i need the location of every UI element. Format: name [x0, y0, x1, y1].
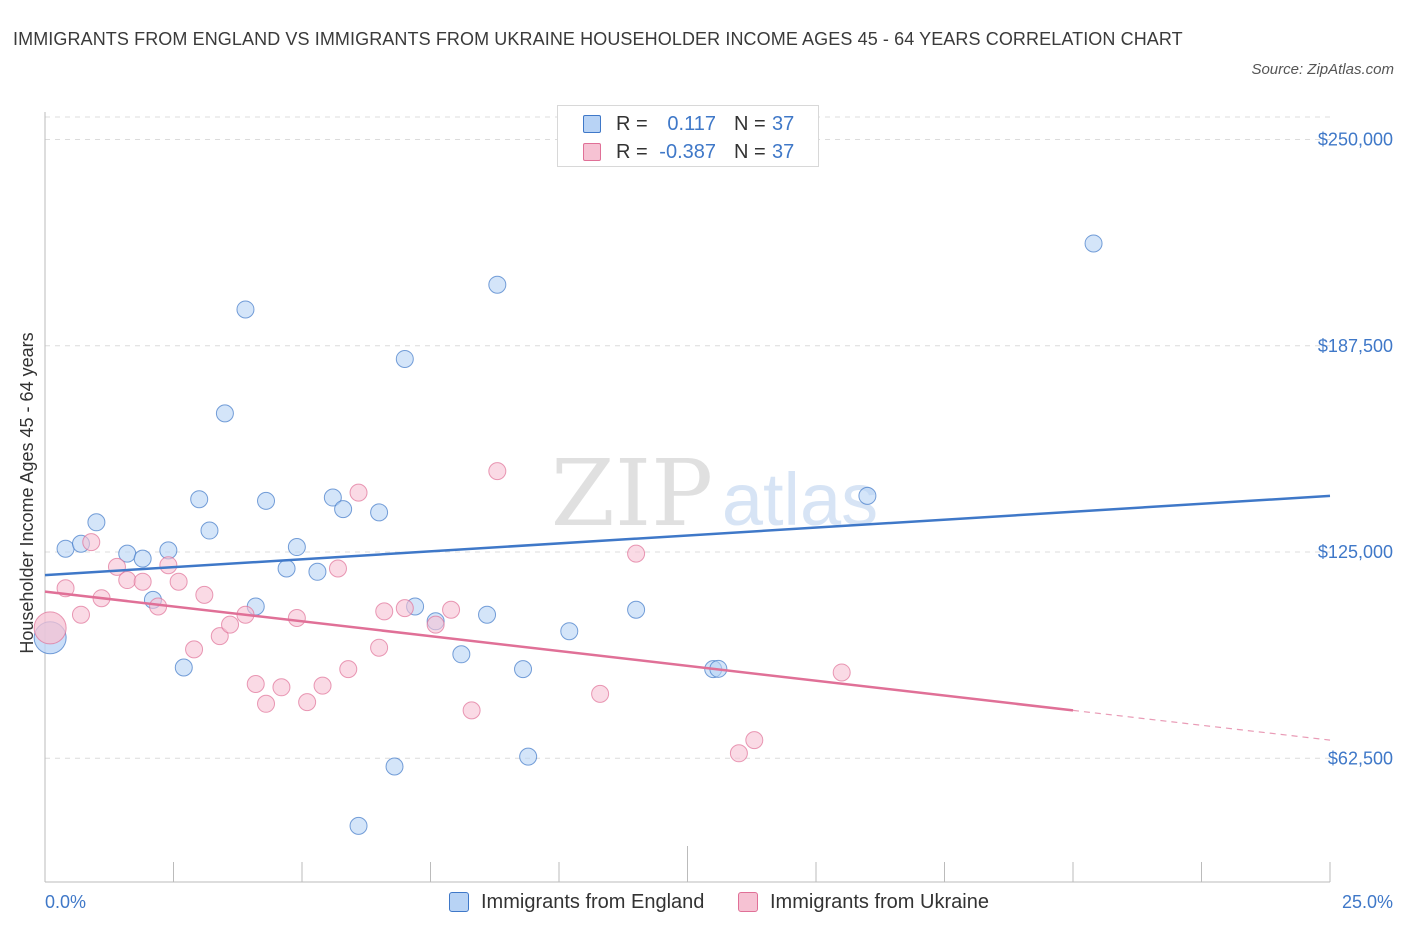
ukraine-point [287, 609, 306, 627]
ukraine-point [442, 600, 461, 619]
england-point [215, 404, 234, 423]
x-tick-labels: 0.0% 25.0% [45, 892, 1393, 912]
england-point [385, 757, 404, 776]
ukraine-point [745, 731, 764, 750]
england-point [308, 562, 327, 581]
ukraine-point [195, 585, 214, 604]
trend-lines [44, 494, 1331, 741]
england-point [257, 491, 276, 510]
x-tick-label-min: 0.0% [45, 892, 86, 912]
england-point [370, 503, 389, 522]
ukraine-point [159, 556, 178, 575]
england-point [395, 349, 414, 368]
ukraine-point [210, 627, 229, 646]
england-point [323, 488, 342, 507]
gridlines [45, 116, 1330, 759]
ukraine-point [169, 572, 188, 591]
ukraine-point [349, 483, 368, 502]
ukraine-point [462, 701, 481, 720]
ukraine-point [426, 615, 445, 634]
chart-title: IMMIGRANTS FROM ENGLAND VS IMMIGRANTS FR… [13, 29, 1183, 49]
r-label: R = [616, 141, 648, 163]
y-tick-label: $187,500 [1318, 336, 1393, 356]
england-swatch [583, 115, 601, 133]
stats-row-england: R = 0.117 N = 37 [558, 111, 818, 137]
ukraine-point [272, 678, 291, 697]
x-tick-label-max: 25.0% [1342, 892, 1393, 912]
ukraine-point [339, 660, 358, 679]
england-point [287, 538, 306, 557]
england-point [452, 645, 471, 664]
england-point [334, 500, 353, 519]
watermark: ZIP atlas [551, 440, 878, 547]
england-point [514, 660, 533, 679]
england-point [87, 513, 106, 532]
ukraine-point [185, 640, 204, 659]
stats-legend: R = 0.117 N = 37 R = -0.387 N = 37 [557, 105, 819, 167]
england-point [190, 490, 209, 509]
legend-label-ukraine: Immigrants from Ukraine [770, 891, 989, 913]
ukraine-point [246, 675, 265, 693]
legend-label-england: Immigrants from England [481, 891, 705, 913]
axes [44, 112, 1331, 883]
england-point [200, 521, 219, 540]
y-tick-label: $62,500 [1328, 748, 1393, 768]
england-point [174, 658, 193, 677]
n-label: N = [734, 113, 766, 135]
stats-row-ukraine: R = -0.387 N = 37 [558, 139, 818, 165]
n-label: N = [734, 141, 766, 163]
england-point [56, 539, 75, 558]
england-point [519, 747, 538, 766]
n-value-ukraine: 37 [772, 141, 795, 163]
ukraine-point [257, 694, 276, 713]
ukraine-swatch [583, 143, 601, 161]
ukraine-point [488, 462, 507, 481]
ukraine-point [328, 559, 347, 578]
source-credit: Source: ZipAtlas.com [1251, 61, 1394, 78]
series-legend: Immigrants from England Immigrants from … [0, 888, 1406, 916]
england-point [858, 486, 877, 505]
trend-line-ukraine [44, 590, 1074, 712]
r-value-ukraine: -0.387 [659, 141, 716, 163]
ukraine-point [82, 533, 101, 552]
ukraine-point [221, 615, 240, 634]
ukraine-point [395, 599, 414, 618]
y-tick-label: $250,000 [1318, 130, 1393, 150]
england-point [1084, 234, 1103, 253]
ukraine-point [370, 638, 389, 657]
watermark-atlas: atlas [722, 458, 878, 541]
ukraine-point [313, 676, 332, 695]
n-value-england: 37 [772, 113, 795, 135]
england-point [236, 300, 255, 319]
england-point [478, 605, 497, 624]
ukraine-point [71, 605, 90, 624]
ukraine-point [298, 693, 317, 712]
r-label: R = [616, 113, 648, 135]
ukraine-point [375, 602, 394, 621]
y-axis-label: Householder Income Ages 45 - 64 years [17, 332, 37, 653]
ukraine-point [832, 663, 851, 682]
ukraine-point [729, 744, 748, 763]
ukraine-point [33, 611, 67, 645]
ukraine-legend-swatch [738, 892, 758, 912]
trend-line-ukraine-extrapolated [1072, 709, 1331, 741]
england-point [277, 559, 296, 578]
ukraine-point [591, 684, 610, 703]
ukraine-point [133, 572, 152, 591]
england-point [560, 622, 579, 641]
england-point [133, 549, 152, 568]
y-tick-label: $125,000 [1318, 542, 1393, 562]
england-legend-swatch [449, 892, 469, 912]
trend-line-england [44, 494, 1331, 577]
ukraine-point [627, 544, 646, 563]
england-point [488, 275, 507, 294]
data-points [33, 234, 1103, 835]
r-value-england: 0.117 [667, 113, 716, 135]
england-point [349, 816, 368, 835]
ukraine-point [118, 571, 137, 590]
watermark-zip: ZIP [551, 440, 713, 547]
y-tick-labels: $62,500 $125,000 $187,500 $250,000 [1318, 130, 1393, 769]
england-point [627, 600, 646, 619]
